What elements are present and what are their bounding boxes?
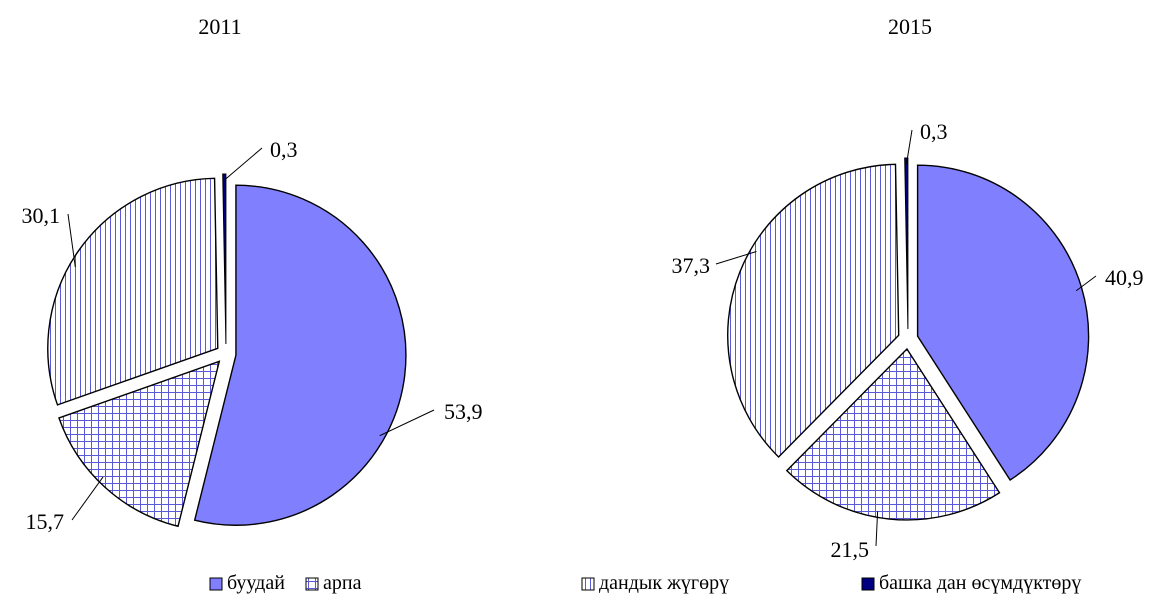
- pie-slice: [58, 360, 221, 528]
- legend-item: дандык жүгөрү: [581, 572, 729, 594]
- leader-line: [71, 476, 104, 521]
- legend-label: буудай: [227, 572, 285, 594]
- data-label: 53,9: [444, 399, 483, 424]
- legend-item: буудай: [209, 572, 285, 594]
- data-label: 0,3: [270, 137, 298, 162]
- chart-title: 2015: [888, 14, 932, 39]
- pie-slice: [193, 184, 407, 526]
- data-label: 21,5: [831, 537, 870, 562]
- charts-layer: 2011 53,9 15,7 30,1 0,3 2015 40,9 21,5 37,3 0,3: [22, 14, 1144, 562]
- legend-swatch: [861, 577, 875, 591]
- legend-swatch: [209, 577, 223, 591]
- legend-swatch: [305, 577, 319, 591]
- pie-slice: [916, 164, 1090, 481]
- leader-line: [715, 251, 757, 265]
- legend-label: дандык жүгөрү: [599, 572, 729, 594]
- pie-chart-2011: 2011 53,9 15,7 30,1 0,3: [22, 14, 483, 534]
- pie-slice: [785, 347, 1001, 521]
- leader-line: [67, 213, 76, 268]
- data-label: 30,1: [22, 203, 61, 228]
- data-label: 15,7: [26, 509, 65, 534]
- pie-slice: [47, 177, 219, 406]
- legend-swatch: [581, 577, 595, 591]
- chart-title: 2011: [198, 14, 241, 39]
- legend-label: башка дан өсүмдүктөрү: [879, 572, 1081, 594]
- legend-label: арпа: [323, 572, 362, 594]
- pie-slice: [727, 163, 900, 458]
- legend-item: арпа: [305, 572, 362, 594]
- leader-line: [905, 129, 913, 165]
- leader-line: [875, 511, 879, 547]
- pie-slice: [904, 157, 909, 330]
- legend-item: башка дан өсүмдүктөрү: [861, 572, 1081, 594]
- data-label: 40,9: [1105, 265, 1144, 290]
- leader-line: [224, 147, 263, 181]
- pie-chart-2015: 2015 40,9 21,5 37,3 0,3: [672, 14, 1144, 562]
- leader-line: [1075, 275, 1097, 292]
- data-label: 0,3: [920, 119, 948, 144]
- data-label: 37,3: [672, 253, 711, 278]
- pie-slice: [222, 173, 227, 345]
- leader-line: [379, 409, 435, 437]
- legend: буудай арпа дандык жүгөрү башка дан өсүмдүк…: [209, 572, 1081, 594]
